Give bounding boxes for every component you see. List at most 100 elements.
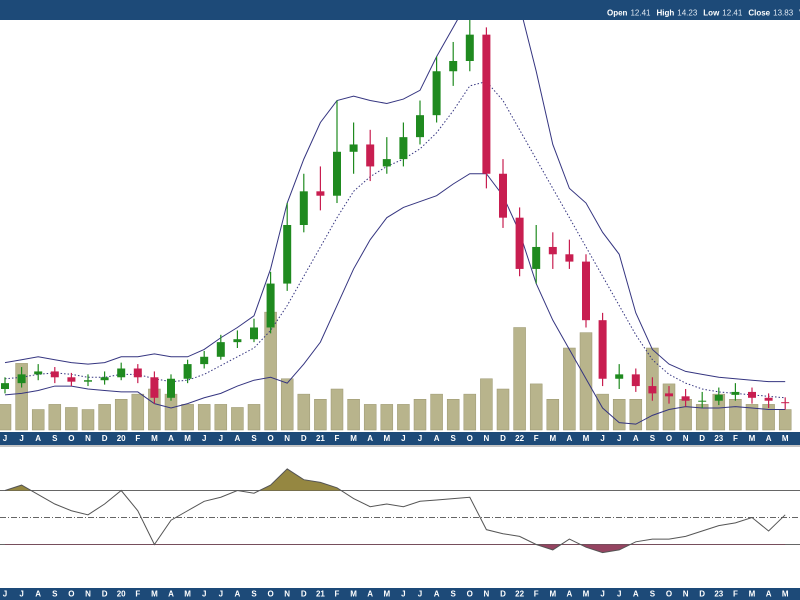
- x-tick-label: N: [683, 434, 689, 443]
- x-tick-label: A: [567, 434, 573, 443]
- x-tick-label: F: [534, 590, 539, 599]
- candle-body: [449, 61, 458, 72]
- x-tick-label: M: [383, 434, 390, 443]
- x-tick-label: S: [251, 434, 257, 443]
- volume-bar: [65, 407, 78, 431]
- x-tick-label: N: [484, 590, 490, 599]
- candle-body: [299, 191, 308, 225]
- volume-bar: [197, 404, 211, 431]
- x-tick-label: O: [467, 434, 473, 443]
- volume-bar: [98, 404, 111, 431]
- x-tick-label: D: [500, 590, 506, 599]
- volume-bar: [131, 393, 145, 431]
- x-tick-label: J: [401, 590, 405, 599]
- x-tick-label: M: [549, 434, 556, 443]
- volume-bar: [513, 327, 526, 431]
- candle-body: [465, 34, 474, 61]
- candle-body: [548, 246, 557, 255]
- candle-body: [333, 151, 341, 196]
- header-value: 14.23: [677, 9, 698, 18]
- volume-bar: [48, 404, 62, 431]
- x-tick-label: 22: [515, 434, 524, 443]
- candle-body: [133, 368, 142, 378]
- x-tick-label: A: [567, 590, 573, 599]
- candle-body: [631, 374, 640, 387]
- volume-bar: [114, 399, 128, 431]
- x-tick-label: A: [168, 590, 174, 599]
- volume-bar: [446, 399, 460, 431]
- volume-bar: [480, 378, 493, 431]
- candle-body: [532, 246, 541, 269]
- x-tick-label: F: [335, 590, 340, 599]
- candle-body: [764, 397, 773, 401]
- volume-bar: [81, 409, 95, 431]
- x-tick-label: N: [284, 590, 290, 599]
- x-tick-label: J: [401, 434, 405, 443]
- volume-bar: [529, 383, 543, 431]
- header-value: 13.83: [773, 9, 794, 18]
- x-tick-label: J: [202, 434, 206, 443]
- candle-body: [582, 261, 590, 321]
- x-tick-label: F: [733, 590, 738, 599]
- x-tick-label: O: [68, 434, 74, 443]
- volume-bar: [413, 399, 427, 431]
- volume-bar: [0, 404, 12, 431]
- x-tick-label: A: [35, 434, 41, 443]
- x-tick-label: A: [633, 590, 639, 599]
- candle-body: [200, 356, 209, 365]
- candle-body: [366, 144, 375, 167]
- volume-bar: [612, 399, 626, 431]
- x-tick-label: J: [418, 590, 422, 599]
- x-tick-label: O: [467, 590, 473, 599]
- candle-body: [482, 34, 491, 174]
- volume-bar: [629, 399, 643, 431]
- header-value: 12.41: [722, 9, 743, 18]
- x-tick-label: J: [600, 434, 604, 443]
- x-tick-label: J: [219, 590, 223, 599]
- x-tick-label: M: [583, 590, 590, 599]
- x-tick-label: A: [434, 434, 440, 443]
- candle-body: [216, 342, 225, 357]
- volume-bar: [762, 404, 775, 431]
- x-tick-label: 20: [117, 434, 126, 443]
- volume-bar: [380, 404, 394, 431]
- x-tick-label: O: [68, 590, 74, 599]
- x-tick-label: A: [35, 590, 41, 599]
- x-tick-label: S: [451, 434, 457, 443]
- x-tick-label: M: [749, 590, 756, 599]
- volume-bar: [463, 393, 477, 431]
- candle-body: [598, 320, 607, 379]
- candle-body: [183, 364, 192, 379]
- candle-body: [615, 374, 624, 379]
- volume-bar: [347, 399, 360, 431]
- x-tick-label: S: [650, 434, 656, 443]
- x-tick-label: J: [600, 590, 604, 599]
- x-tick-label: M: [383, 590, 390, 599]
- candle-body: [266, 283, 275, 328]
- rsi-pane: [0, 468, 800, 554]
- x-tick-label: A: [633, 434, 639, 443]
- candle-body: [432, 71, 441, 116]
- volume-bar: [280, 378, 294, 431]
- x-tick-label: A: [235, 434, 241, 443]
- volume-bar: [330, 388, 344, 431]
- x-tick-label: A: [434, 590, 440, 599]
- header-label: Close: [748, 9, 770, 18]
- axis-strip: [0, 432, 800, 445]
- x-tick-label: 23: [714, 434, 723, 443]
- volume-bar: [31, 409, 45, 431]
- x-tick-label: J: [3, 590, 7, 599]
- candle-body: [781, 402, 790, 404]
- x-tick-label: D: [301, 590, 307, 599]
- x-tick-label: M: [583, 434, 590, 443]
- x-tick-label: F: [534, 434, 539, 443]
- volume-bar: [546, 399, 560, 431]
- candle-body: [316, 191, 325, 196]
- x-tick-label: J: [219, 434, 223, 443]
- candle-body: [515, 217, 524, 269]
- x-tick-label: 21: [316, 434, 325, 443]
- x-tick-label: D: [699, 590, 705, 599]
- x-tick-label: J: [19, 434, 23, 443]
- volume-bar: [297, 393, 311, 431]
